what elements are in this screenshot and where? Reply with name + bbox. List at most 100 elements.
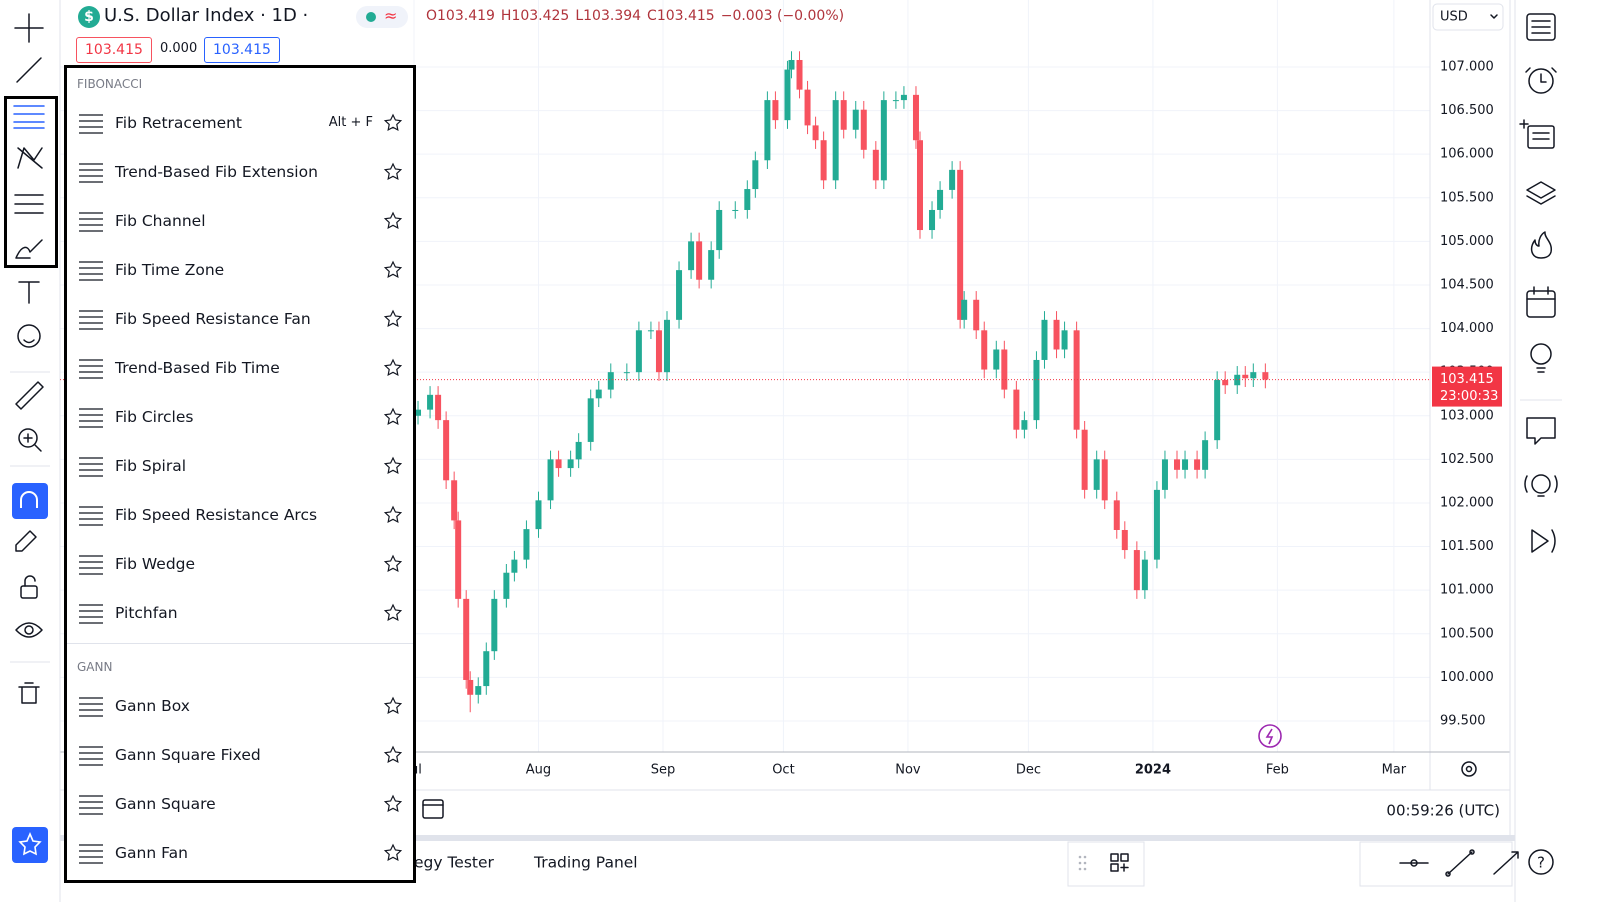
favorite-star[interactable] xyxy=(383,407,403,427)
menu-item[interactable]: Fib Wedge xyxy=(67,539,413,588)
goto-date-icon[interactable] xyxy=(422,799,444,819)
y-tick-label: 99.500 xyxy=(1440,713,1486,728)
menu-item[interactable]: Trend-Based Fib Time xyxy=(67,343,413,392)
candle-body xyxy=(443,420,450,481)
zoom-tool[interactable] xyxy=(18,428,38,448)
help-icon[interactable] xyxy=(1528,849,1554,875)
favorite-star[interactable] xyxy=(383,603,403,623)
menu-item[interactable]: Gann Fan xyxy=(67,828,413,877)
menu-item[interactable]: Fib Retracement Alt + F xyxy=(67,98,413,147)
candle-body xyxy=(1214,380,1221,441)
y-tick-label: 106.500 xyxy=(1440,103,1494,118)
menu-item[interactable]: Fib Channel xyxy=(67,196,413,245)
candle-body xyxy=(1041,319,1048,360)
currency-select[interactable] xyxy=(1432,3,1504,31)
menu-item[interactable]: Fib Time Zone xyxy=(67,245,413,294)
candle-body xyxy=(511,559,518,573)
favorite-star[interactable] xyxy=(383,843,403,863)
ideas-icon[interactable] xyxy=(1530,343,1552,365)
symbol-title[interactable]: U.S. Dollar Index · 1D · xyxy=(104,5,309,26)
candle-body xyxy=(973,299,980,331)
chat-icon[interactable] xyxy=(1526,417,1556,445)
item-label: Gann Square Fixed xyxy=(115,745,261,764)
favorite-star[interactable] xyxy=(383,211,403,231)
trendline-tool[interactable] xyxy=(16,57,42,83)
menu-item[interactable]: Fib Spiral xyxy=(67,441,413,490)
candle-body xyxy=(708,250,715,280)
fib-tool[interactable] xyxy=(13,105,45,129)
menu-item[interactable]: Trend-Based Fib Extension xyxy=(67,147,413,196)
lock-draw-tool[interactable] xyxy=(15,530,37,552)
pattern-tool[interactable] xyxy=(17,147,43,169)
bottom-tab[interactable]: Trading Panel xyxy=(533,854,638,872)
favorite-star[interactable] xyxy=(383,113,403,133)
alert-icon[interactable] xyxy=(1258,724,1282,748)
candle-body xyxy=(567,459,574,469)
menu-item[interactable]: Fib Circles xyxy=(67,392,413,441)
favorite-star[interactable] xyxy=(383,309,403,329)
candle-body xyxy=(655,330,662,373)
favorite-star[interactable] xyxy=(383,505,403,525)
magnet-tool[interactable] xyxy=(12,483,48,519)
candle-body xyxy=(929,209,936,231)
y-tick-label: 105.500 xyxy=(1440,190,1494,205)
news-icon[interactable] xyxy=(1527,125,1555,149)
emoji-tool[interactable] xyxy=(17,324,41,348)
sell-button[interactable]: 103.415 xyxy=(76,37,152,63)
menu-item[interactable]: Pitchfan xyxy=(67,588,413,637)
favorite-star[interactable] xyxy=(383,554,403,574)
item-label: Fib Spiral xyxy=(115,456,187,475)
menu-item[interactable]: Gann Square xyxy=(67,779,413,828)
favorite-star[interactable] xyxy=(383,162,403,182)
favorite-star[interactable] xyxy=(383,794,403,814)
brush-tool[interactable] xyxy=(15,239,43,259)
candle-body xyxy=(1222,380,1229,386)
favorite-star[interactable] xyxy=(383,358,403,378)
ohlc-legend: O103.419 H103.425 L103.394 C103.415 −0.003 (… xyxy=(426,8,850,24)
magnet-icon xyxy=(20,491,38,508)
favorite-star[interactable] xyxy=(383,456,403,476)
tool-icon xyxy=(79,211,103,232)
menu-item[interactable]: Gann Box xyxy=(67,681,413,730)
menu-item[interactable]: Fib Speed Resistance Arcs xyxy=(67,490,413,539)
candle-body xyxy=(1013,389,1020,430)
candle-body xyxy=(475,686,482,695)
replay-icon[interactable] xyxy=(1531,529,1556,553)
favorite-star[interactable] xyxy=(383,696,403,716)
layers-icon[interactable] xyxy=(1526,181,1556,205)
candle-body xyxy=(607,372,614,390)
candle-body xyxy=(555,459,562,469)
item-label: Fib Wedge xyxy=(115,554,196,573)
bottom-tab[interactable]: egy Tester xyxy=(414,854,495,872)
favorite-star[interactable] xyxy=(383,745,403,765)
candle-body xyxy=(1001,349,1008,390)
candle-body xyxy=(1161,459,1168,490)
tool-icon xyxy=(79,554,103,575)
menu-item[interactable]: Fib Speed Resistance Fan xyxy=(67,294,413,343)
candle-body xyxy=(1053,319,1060,350)
ruler-tool[interactable] xyxy=(15,381,44,410)
candle-body xyxy=(1182,459,1189,470)
y-tick-label: 104.500 xyxy=(1440,277,1494,292)
favorite-star[interactable] xyxy=(383,260,403,280)
buy-button[interactable]: 103.415 xyxy=(204,37,280,63)
favorites-button[interactable] xyxy=(12,827,48,863)
text-tool[interactable] xyxy=(18,281,40,304)
forecast-tool[interactable] xyxy=(14,194,44,214)
watchlist-icon[interactable] xyxy=(1526,13,1556,41)
delete-tool[interactable] xyxy=(18,682,40,704)
hotlists-icon[interactable] xyxy=(1530,231,1553,259)
candle-body xyxy=(1101,459,1108,501)
alerts-icon[interactable] xyxy=(1528,68,1554,94)
settings-icon[interactable] xyxy=(1461,761,1477,777)
candle-body xyxy=(900,94,907,101)
crosshair-tool[interactable] xyxy=(14,13,44,43)
lock-tool[interactable] xyxy=(20,585,38,599)
y-tick-label: 105.000 xyxy=(1440,234,1494,249)
currency-label[interactable]: USD xyxy=(1440,10,1468,25)
visibility-tool[interactable] xyxy=(15,622,43,638)
streams-icon[interactable] xyxy=(1531,474,1551,494)
calendar-icon[interactable] xyxy=(1526,290,1556,318)
menu-item[interactable]: Gann Square Fixed xyxy=(67,730,413,779)
x-tick-label: Sep xyxy=(651,763,676,778)
